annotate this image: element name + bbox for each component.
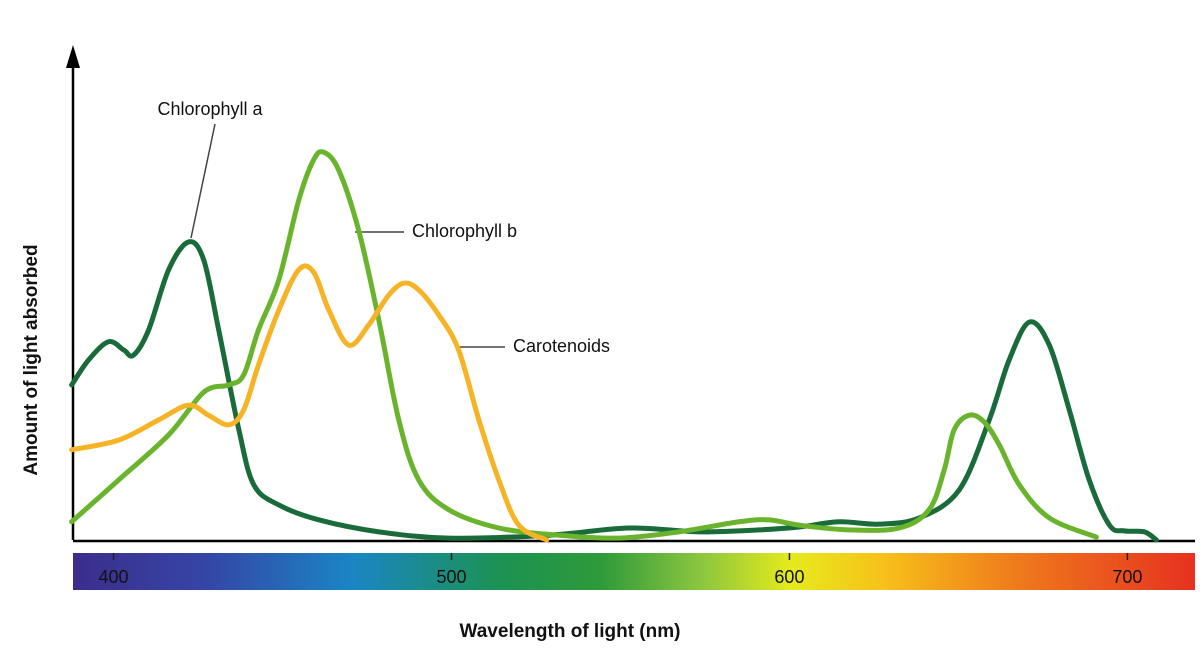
spectrum-bar	[73, 553, 1195, 590]
x-tick-label: 500	[436, 567, 466, 587]
x-tick-label: 400	[99, 567, 129, 587]
series-line	[69, 263, 550, 543]
y-axis-arrow	[66, 45, 80, 68]
series-label: Chlorophyll a	[157, 99, 263, 119]
series-label: Chlorophyll b	[412, 221, 517, 241]
x-tick-label: 700	[1112, 567, 1142, 587]
leader-line	[190, 123, 216, 239]
x-axis-label: Wavelength of light (nm)	[460, 621, 681, 642]
series-line	[69, 149, 1099, 541]
y-axis-label: Amount of light absorbed	[21, 244, 42, 475]
series-line	[69, 239, 1159, 543]
x-tick-label: 600	[774, 567, 804, 587]
series-label: Carotenoids	[513, 336, 610, 356]
